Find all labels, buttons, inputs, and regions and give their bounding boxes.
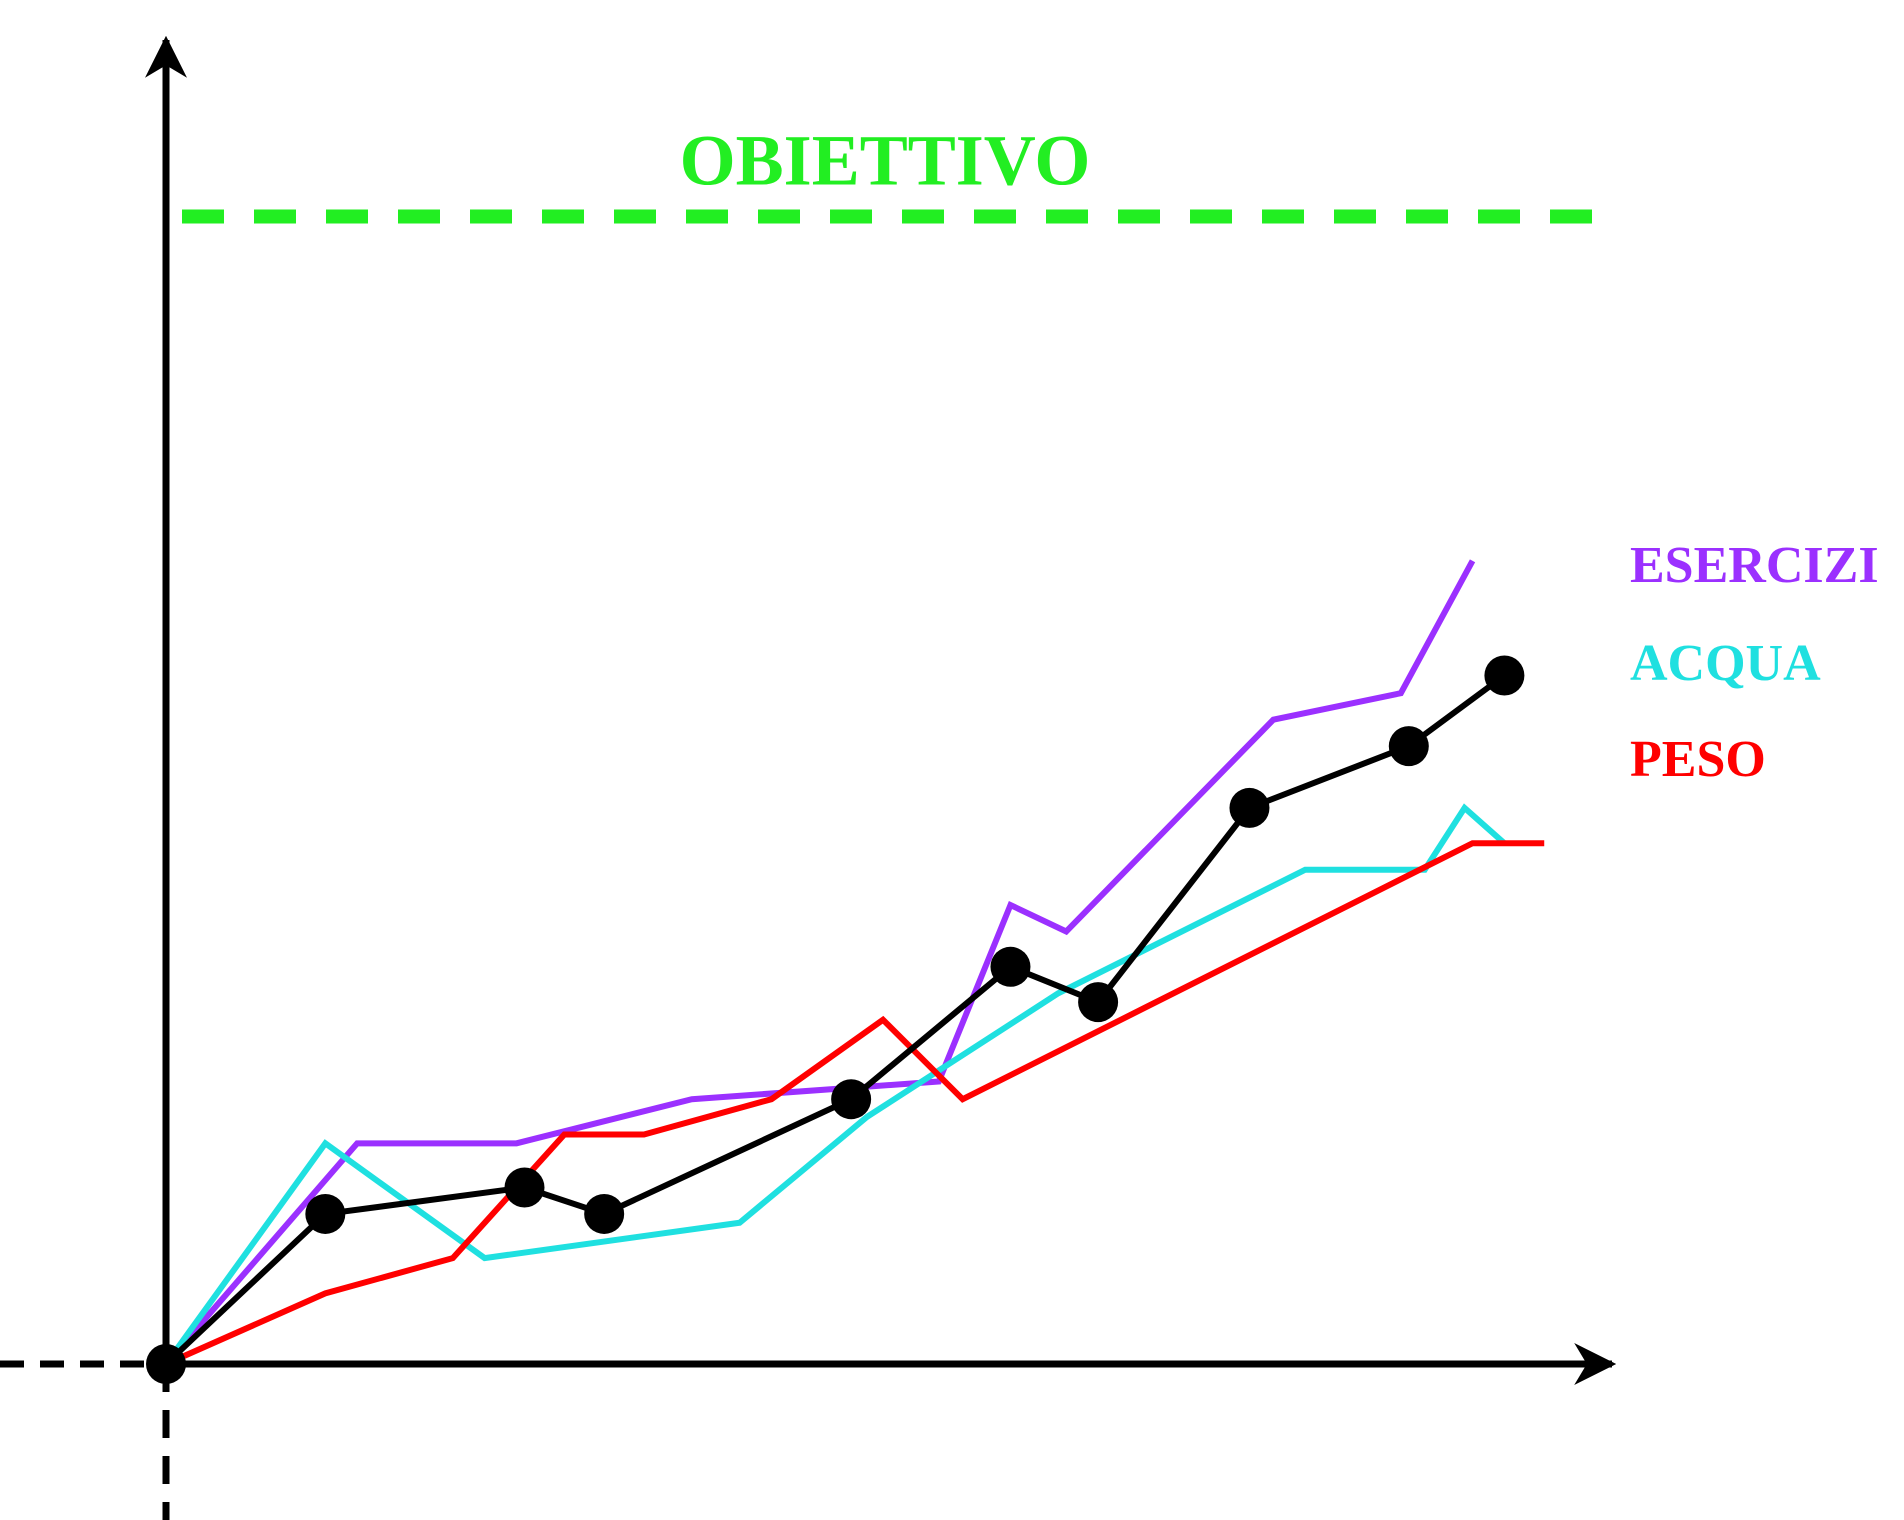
data-point-trend xyxy=(990,946,1031,987)
legend-label-acqua: ACQUA xyxy=(1630,635,1821,692)
data-point-trend xyxy=(1078,982,1119,1023)
legend-label-peso: PESO xyxy=(1630,731,1766,788)
data-point-trend xyxy=(305,1193,346,1234)
data-point-trend xyxy=(504,1167,545,1208)
legend-label-esercizi: ESERCIZI xyxy=(1630,537,1879,594)
series-line-esercizi xyxy=(163,559,1476,1366)
data-point-trend xyxy=(584,1193,625,1234)
series-line-peso xyxy=(164,840,1545,1367)
series-line-trend xyxy=(163,673,1507,1367)
data-point-trend xyxy=(146,1344,186,1384)
data-point-trend xyxy=(1388,726,1429,767)
target-label: OBIETTIVO xyxy=(680,121,1091,201)
data-point-trend xyxy=(1229,787,1270,828)
series-layer xyxy=(146,559,1545,1384)
data-point-trend xyxy=(1484,655,1525,696)
legend: ESERCIZI ACQUA PESO xyxy=(1630,537,1879,788)
data-point-trend xyxy=(831,1079,872,1120)
